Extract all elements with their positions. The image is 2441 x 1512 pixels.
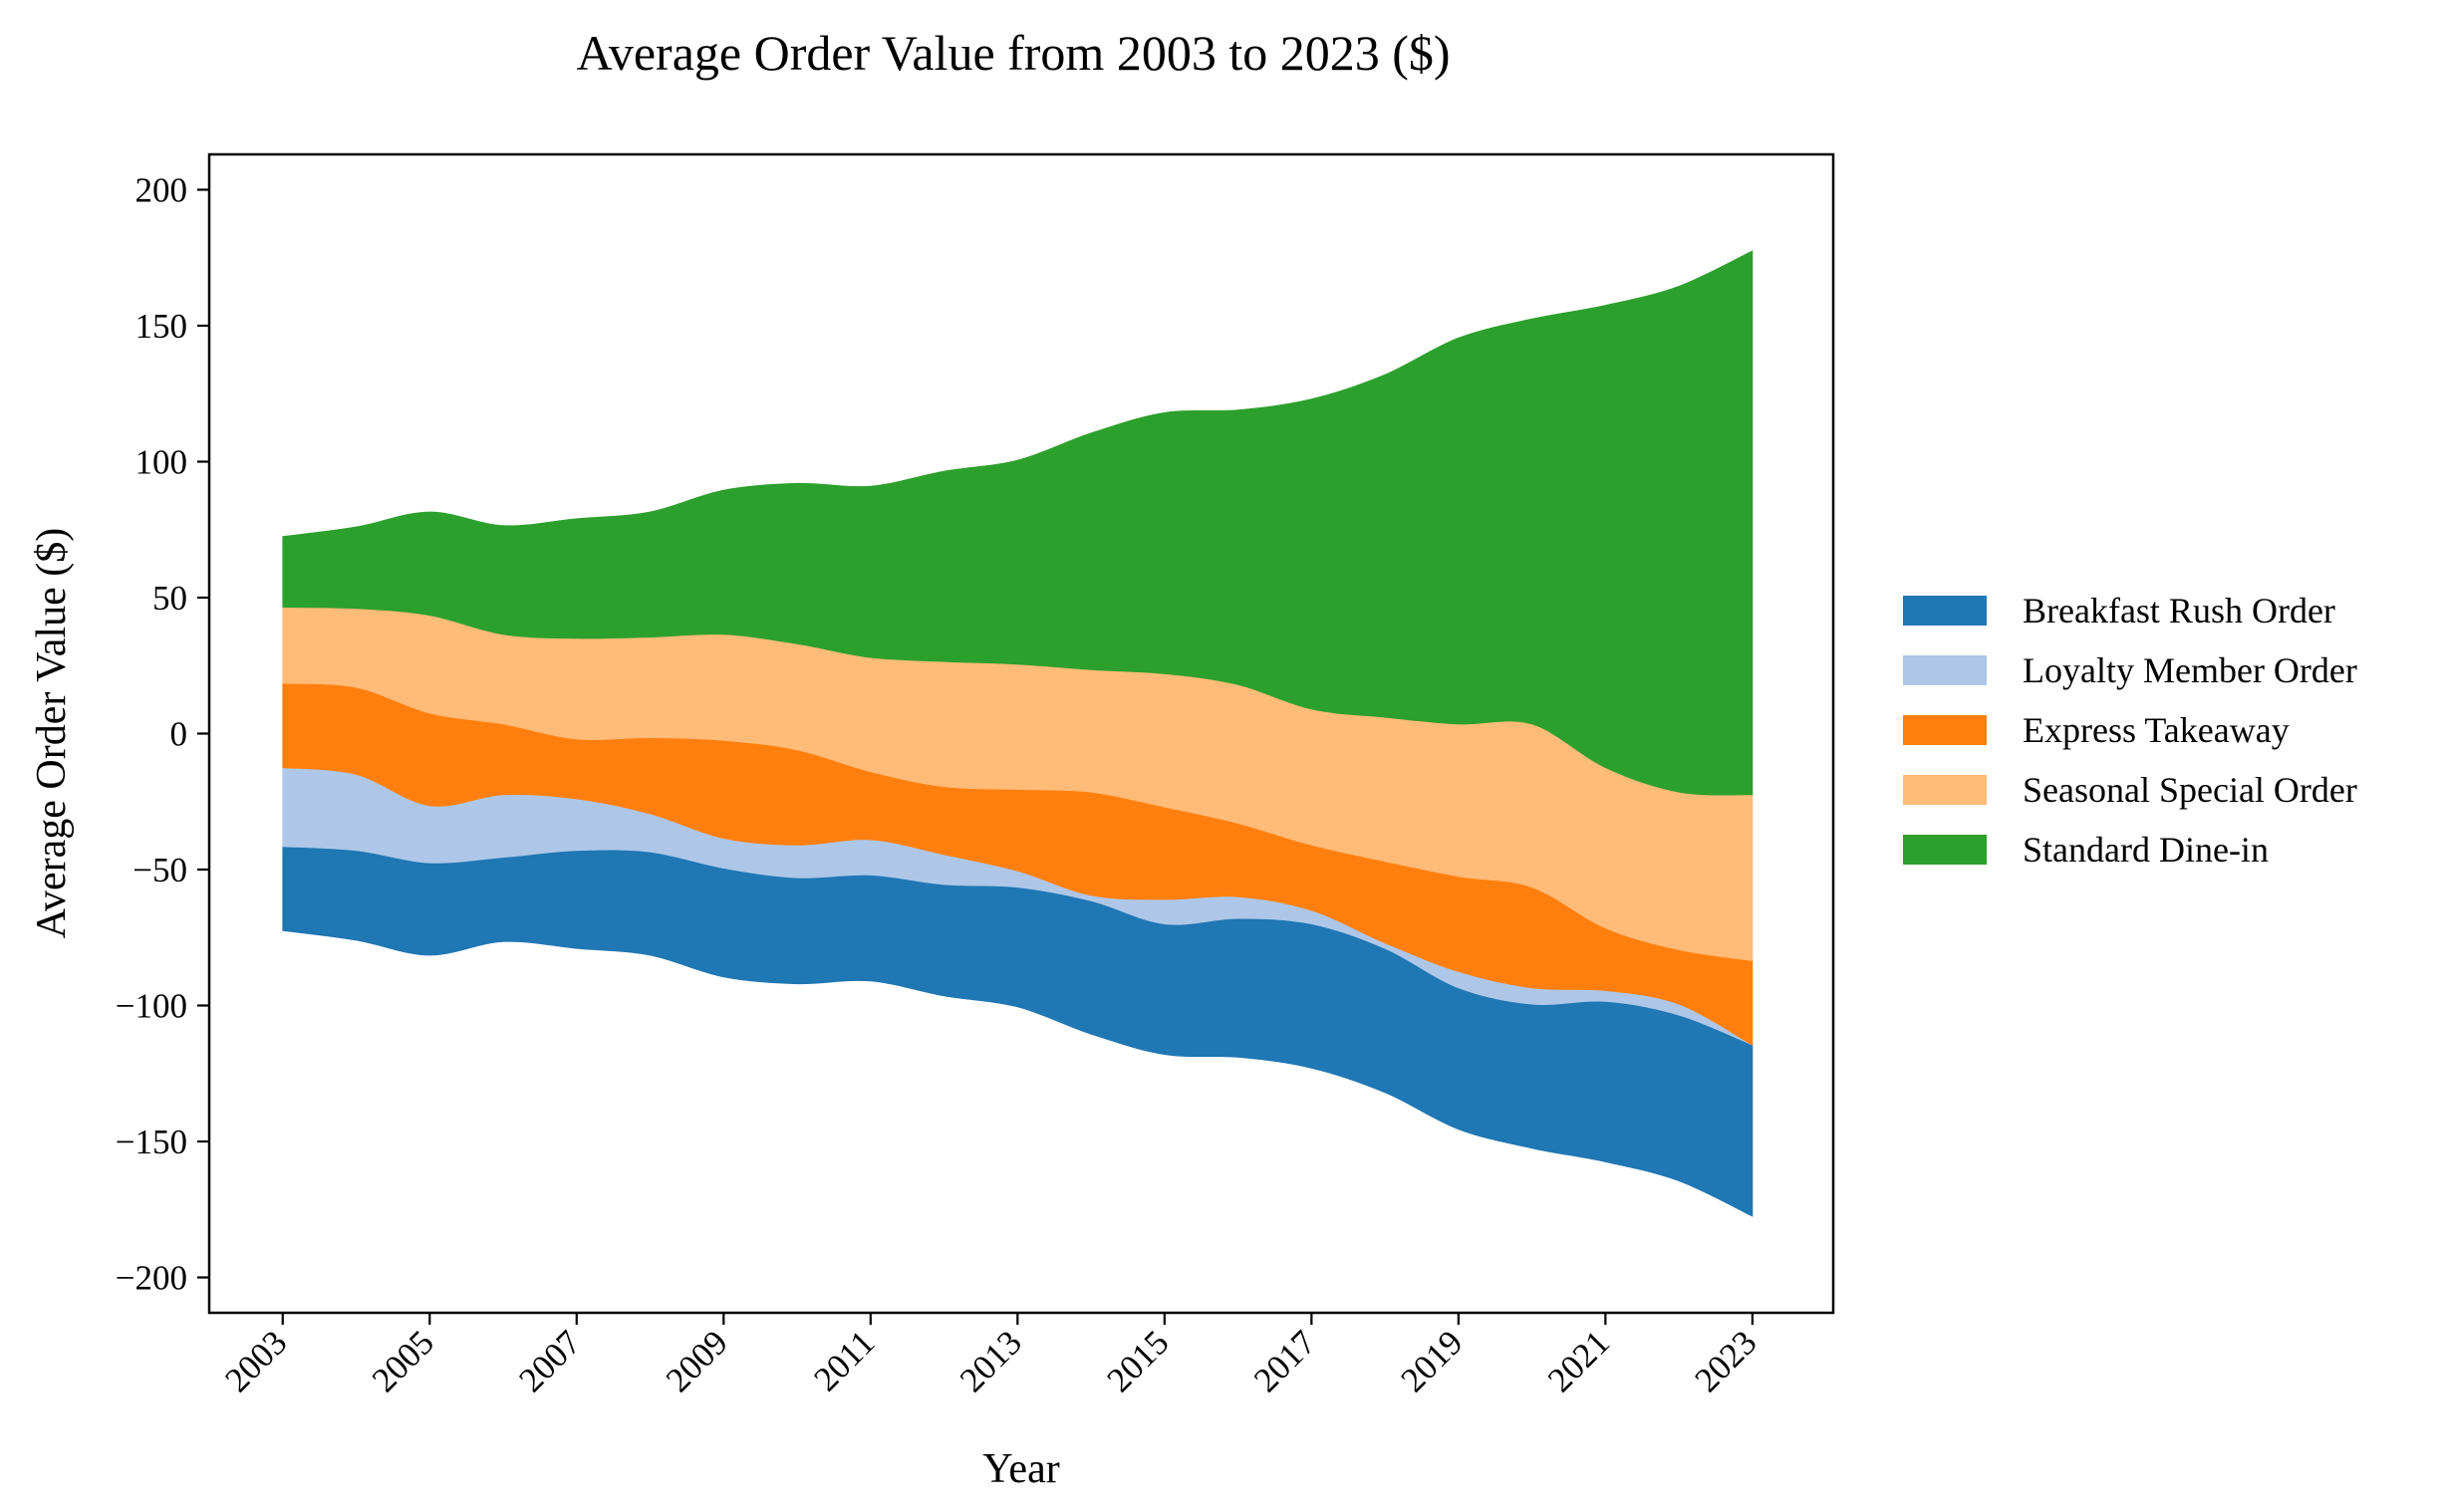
- area-standard-dine-in: [282, 250, 1754, 796]
- legend-swatch: [1903, 715, 1987, 745]
- stream-areas: [282, 250, 1754, 1217]
- y-tick-label: 50: [152, 579, 187, 618]
- x-tick-label: 2009: [659, 1323, 735, 1399]
- x-tick-label: 2005: [365, 1323, 441, 1399]
- x-tick-label: 2021: [1540, 1323, 1617, 1399]
- y-tick-label: 150: [136, 307, 188, 346]
- x-axis-label: Year: [982, 1446, 1059, 1492]
- legend-swatch: [1903, 775, 1987, 805]
- y-axis-label: Average Order Value ($): [29, 528, 75, 938]
- x-tick-label: 2019: [1393, 1323, 1470, 1399]
- x-tick-label: 2011: [806, 1323, 882, 1398]
- x-tick-label: 2023: [1687, 1323, 1763, 1399]
- y-tick-label: −100: [116, 987, 187, 1026]
- x-axis: 2003 2005 2007 2009 2011 2013 2015 2017 2019 2021…: [217, 1313, 1764, 1399]
- y-tick-label: −150: [116, 1123, 187, 1161]
- x-tick-label: 2015: [1099, 1323, 1176, 1399]
- legend-swatch: [1903, 655, 1987, 685]
- y-tick-label: −200: [116, 1259, 187, 1298]
- y-tick-label: 200: [136, 170, 188, 209]
- legend-label: Express Takeaway: [2023, 710, 2290, 750]
- y-tick-label: 100: [136, 442, 188, 481]
- legend-label: Breakfast Rush Order: [2023, 591, 2335, 630]
- chart-title: Average Order Value from 2003 to 2023 ($…: [576, 25, 1450, 81]
- legend-label: Loyalty Member Order: [2023, 650, 2357, 690]
- x-tick-label: 2017: [1246, 1323, 1323, 1399]
- legend-swatch: [1903, 596, 1987, 626]
- y-tick-label: −50: [133, 851, 187, 889]
- x-tick-label: 2007: [511, 1323, 588, 1399]
- y-tick-label: 0: [170, 715, 188, 754]
- y-axis: 200 150 100 50 0 −50 −100 −150 −200: [116, 170, 209, 1298]
- x-tick-label: 2013: [952, 1323, 1029, 1399]
- legend: Breakfast Rush Order Loyalty Member Order…: [1903, 591, 2357, 870]
- legend-label: Standard Dine-in: [2023, 830, 2269, 870]
- legend-label: Seasonal Special Order: [2023, 770, 2357, 810]
- x-tick-label: 2003: [217, 1323, 294, 1399]
- legend-swatch: [1903, 835, 1987, 865]
